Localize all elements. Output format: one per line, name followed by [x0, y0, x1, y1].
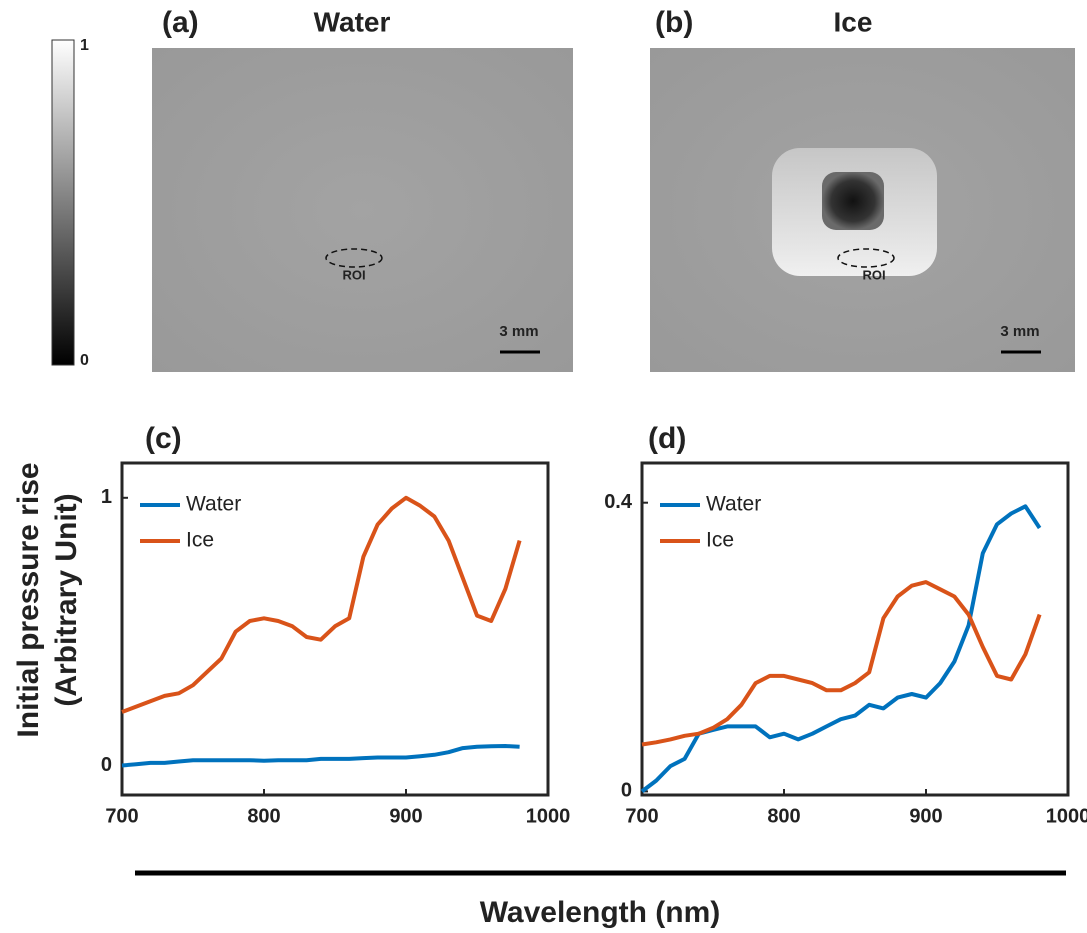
y-axis-label: Initial pressure rise [12, 462, 45, 737]
panel-label: (b) [655, 6, 693, 39]
colorbar [52, 40, 74, 365]
y-tick-label: 1 [101, 486, 112, 508]
chart-title: (c) [145, 422, 182, 455]
roi-label: ROI [862, 267, 885, 282]
x-tick-label: 900 [389, 805, 422, 827]
panel-label: (a) [162, 6, 199, 39]
legend-label: Ice [186, 529, 214, 552]
legend-label: Water [706, 493, 761, 516]
x-tick-label: 1000 [526, 805, 571, 827]
legend-label: Water [186, 493, 241, 516]
legend-label: Ice [706, 529, 734, 552]
scale-label: 3 mm [1000, 323, 1039, 340]
x-tick-label: 700 [625, 805, 658, 827]
series-line [122, 498, 520, 712]
x-tick-label: 700 [105, 805, 138, 827]
colorbar-tick-label: 1 [80, 37, 89, 54]
x-axis-label: Wavelength (nm) [480, 896, 721, 929]
roi-label: ROI [342, 267, 365, 282]
series-line [122, 746, 520, 766]
x-tick-label: 800 [767, 805, 800, 827]
colorbar-tick-label: 0 [80, 352, 89, 369]
x-tick-label: 1000 [1046, 805, 1087, 827]
y-tick-label: 0 [621, 780, 632, 802]
image-title: Water [314, 6, 391, 37]
x-tick-label: 900 [909, 805, 942, 827]
figure: (a) Water ROI 3 mm (b) Ice ROI 3 mm Init… [0, 0, 1087, 933]
x-tick-label: 800 [247, 805, 280, 827]
chart-title: (d) [648, 422, 686, 455]
ice-core [822, 172, 884, 230]
image-title: Ice [834, 6, 873, 37]
y-tick-label: 0.4 [604, 491, 633, 513]
y-axis-label: (Arbitrary Unit) [50, 493, 83, 706]
series-line [642, 506, 1040, 791]
scale-label: 3 mm [499, 323, 538, 340]
y-tick-label: 0 [101, 754, 112, 776]
